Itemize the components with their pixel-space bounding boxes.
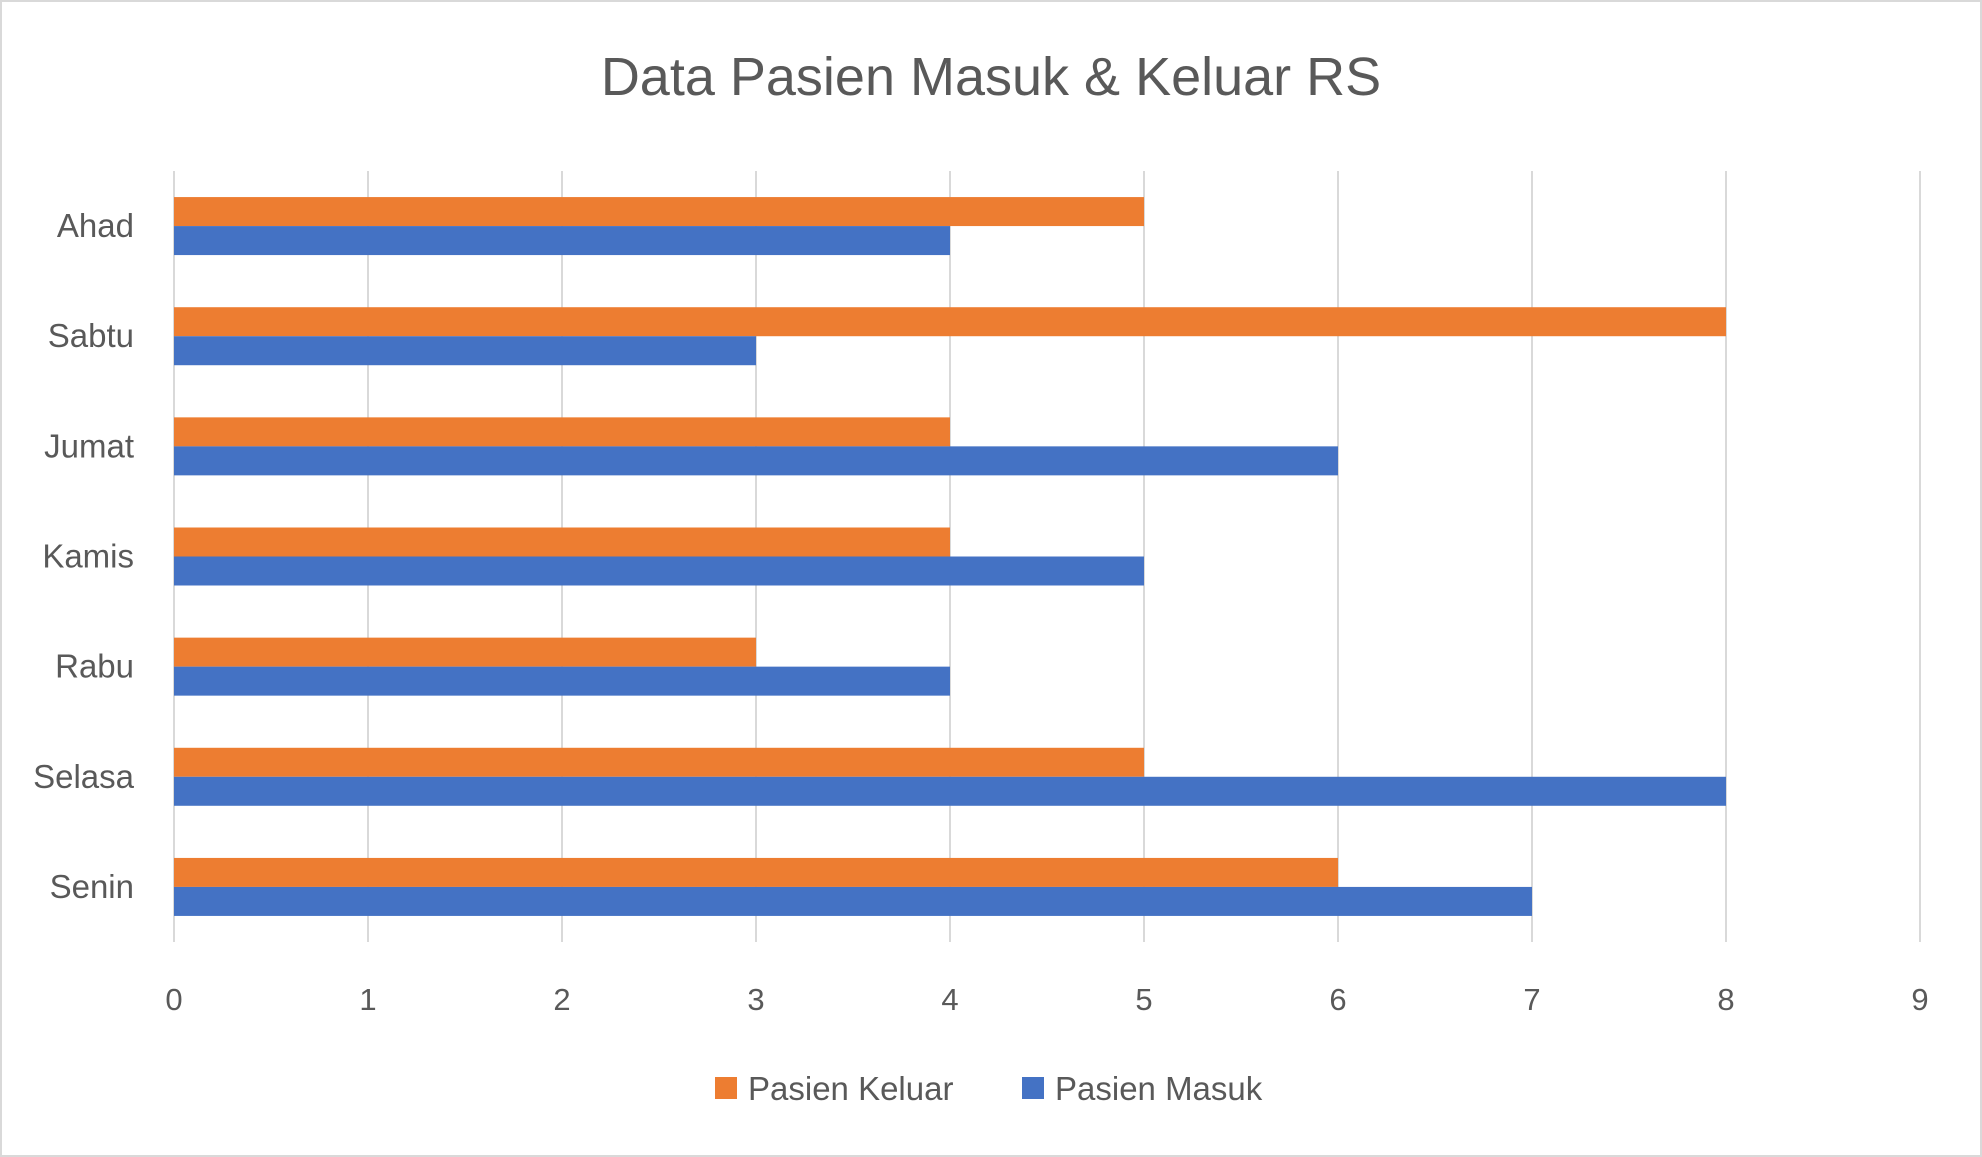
bar-pasien-masuk xyxy=(174,226,950,256)
x-tick-label: 6 xyxy=(1329,982,1346,1017)
legend-swatch xyxy=(715,1077,737,1099)
bar-pasien-keluar xyxy=(174,857,1338,887)
x-tick-label: 7 xyxy=(1523,982,1540,1017)
bar-pasien-keluar xyxy=(174,307,1726,337)
category-label: Rabu xyxy=(55,648,134,685)
category-label: Sabtu xyxy=(48,317,134,354)
legend-label: Pasien Masuk xyxy=(1055,1070,1263,1107)
x-tick-label: 5 xyxy=(1135,982,1152,1017)
x-tick-label: 9 xyxy=(1911,982,1928,1017)
category-label: Ahad xyxy=(57,207,134,244)
bar-pasien-masuk xyxy=(174,556,1144,586)
legend-swatch xyxy=(1022,1077,1044,1099)
legend: Pasien Keluar Pasien Masuk xyxy=(715,1070,1263,1107)
legend-label: Pasien Keluar xyxy=(748,1070,953,1107)
category-label: Kamis xyxy=(42,538,134,575)
bar-pasien-keluar xyxy=(174,747,1144,777)
bar-pasien-masuk xyxy=(174,446,1338,476)
bar-pasien-masuk xyxy=(174,336,756,366)
bar-pasien-masuk xyxy=(174,666,950,696)
category-label: Selasa xyxy=(33,758,135,795)
bar-pasien-masuk xyxy=(174,776,1726,806)
chart-title: Data Pasien Masuk & Keluar RS xyxy=(601,47,1381,107)
x-tick-label: 2 xyxy=(553,982,570,1017)
x-tick-label: 4 xyxy=(941,982,958,1017)
bar-pasien-keluar xyxy=(174,527,950,557)
category-label: Senin xyxy=(50,868,134,905)
bar-pasien-keluar xyxy=(174,637,756,667)
x-tick-label: 0 xyxy=(165,982,182,1017)
category-label: Jumat xyxy=(44,427,134,464)
x-tick-label: 1 xyxy=(359,982,376,1017)
bar-pasien-keluar xyxy=(174,197,1144,227)
x-tick-label: 8 xyxy=(1717,982,1734,1017)
bar-pasien-masuk xyxy=(174,886,1532,916)
x-tick-label: 3 xyxy=(747,982,764,1017)
bar-pasien-keluar xyxy=(174,417,950,447)
